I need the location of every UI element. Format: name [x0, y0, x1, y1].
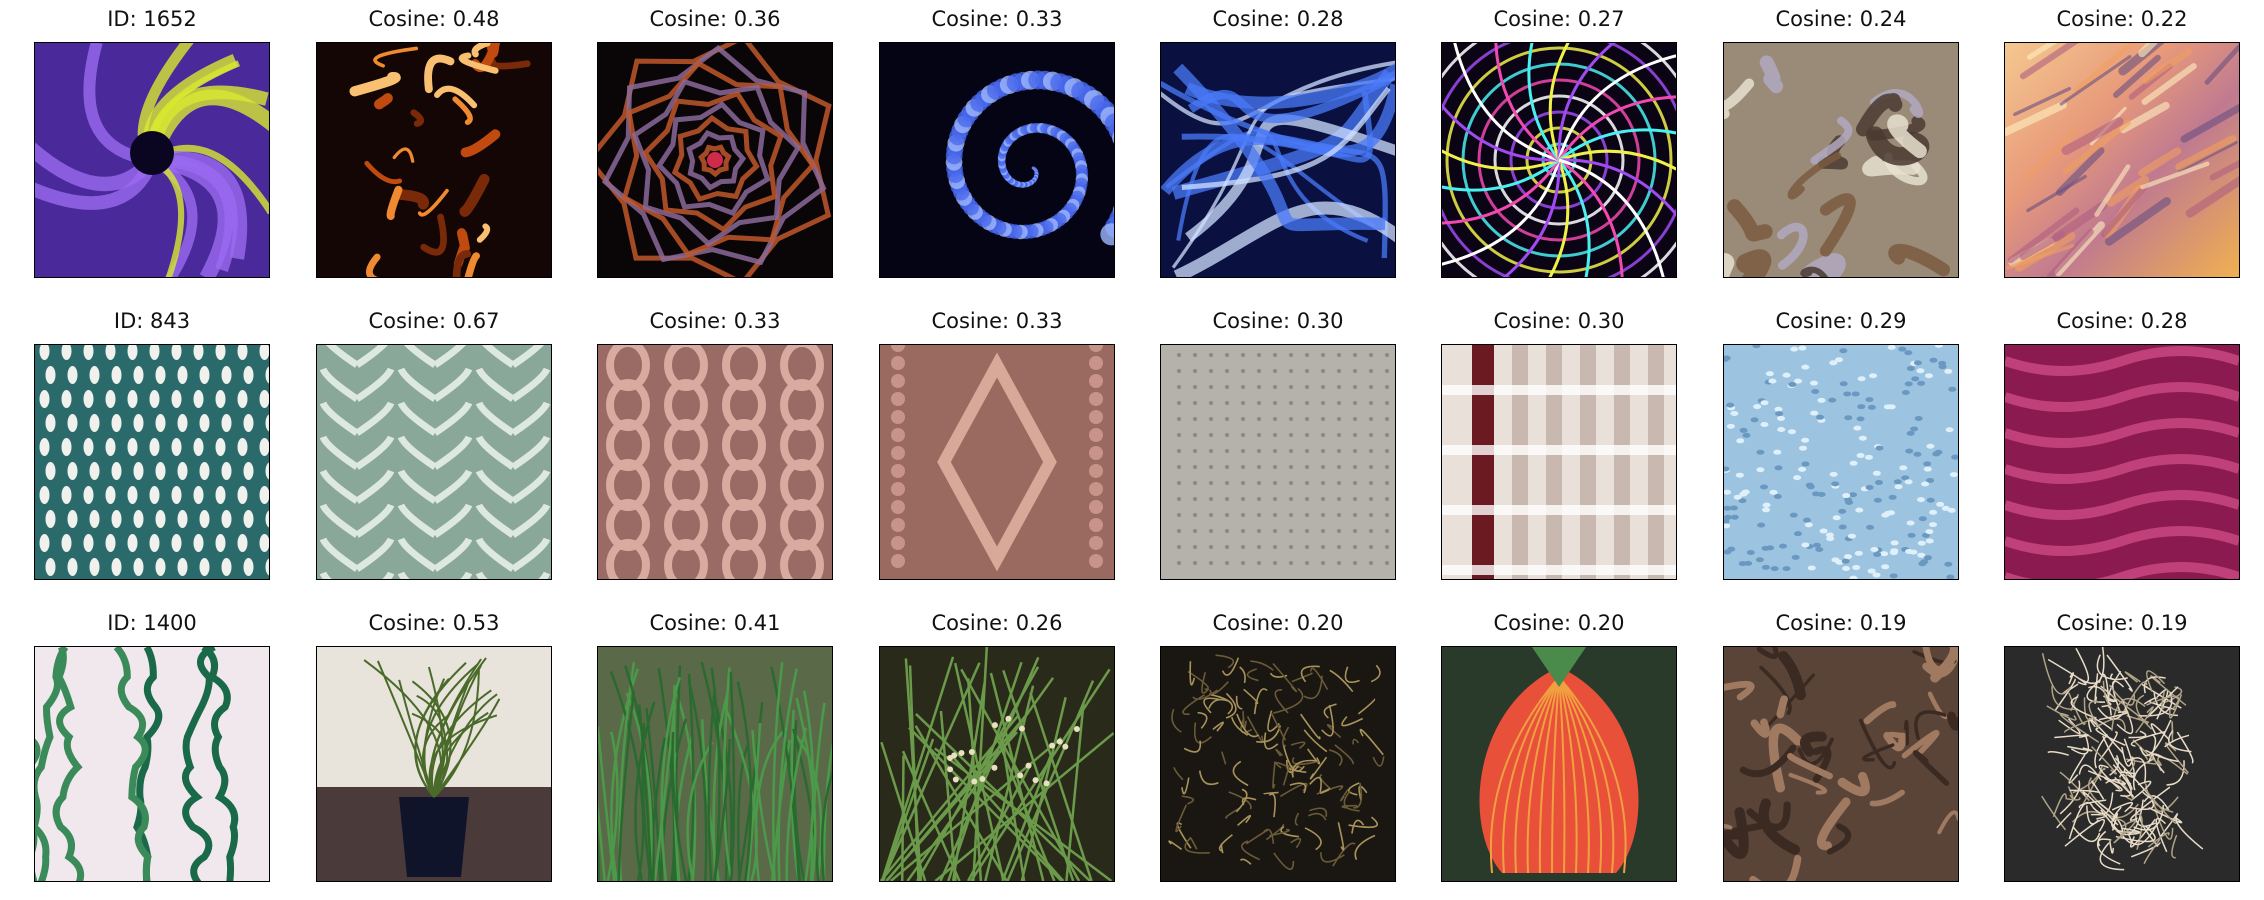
curly-green-stems-picture	[35, 647, 269, 881]
cosine-score-label: Cosine: 0.33	[931, 309, 1063, 333]
cosine-score-label: Cosine: 0.28	[2056, 309, 2188, 333]
cosine-score-label: Cosine: 0.24	[1775, 7, 1907, 31]
result-image-panel: Cosine: 0.30	[1160, 306, 1396, 580]
sunset-streak-clouds-picture	[2005, 43, 2239, 277]
result-image-panel: Cosine: 0.27	[1441, 4, 1677, 278]
orange-fiery-fractal-picture	[317, 43, 551, 277]
cosine-score-label: Cosine: 0.29	[1775, 309, 1907, 333]
rush-flowers-in-grass-picture	[880, 647, 1114, 881]
psychedelic-spiral-web-image	[1441, 42, 1677, 278]
cosine-score-label: Cosine: 0.33	[931, 7, 1063, 31]
cosine-score-label: Cosine: 0.26	[931, 611, 1063, 635]
light-blue-knit-picture	[1724, 345, 1958, 579]
dried-root-mass-picture	[1161, 647, 1395, 881]
result-image-panel: Cosine: 0.33	[879, 306, 1115, 580]
result-image-panel: Cosine: 0.29	[1723, 306, 1959, 580]
potted-corkscrew-rush-image	[316, 646, 552, 882]
cosine-score-label: Cosine: 0.53	[368, 611, 500, 635]
dried-root-mass-image	[1160, 646, 1396, 882]
cosine-score-label: Cosine: 0.41	[649, 611, 781, 635]
green-rush-grass-clump-image	[597, 646, 833, 882]
result-image-panel: Cosine: 0.26	[879, 608, 1115, 882]
pink-cable-knit-picture	[598, 345, 832, 579]
pale-green-leaf-lace-knit-picture	[317, 345, 551, 579]
pink-diamond-cable-knit-image	[879, 344, 1115, 580]
white-root-ball-picture	[2005, 647, 2239, 881]
dark-star-tunnel-picture	[598, 43, 832, 277]
white-maroon-woven-fabric-picture	[1442, 345, 1676, 579]
query-image-panel: ID: 1652	[34, 4, 270, 278]
magenta-textured-knit-image	[2004, 344, 2240, 580]
result-image-panel: Cosine: 0.19	[2004, 608, 2240, 882]
white-maroon-woven-fabric-image	[1441, 344, 1677, 580]
cosine-score-label: Cosine: 0.20	[1212, 611, 1344, 635]
sunset-streak-clouds-image	[2004, 42, 2240, 278]
result-image-panel: Cosine: 0.48	[316, 4, 552, 278]
marbled-swirl-texture-image	[1723, 42, 1959, 278]
purple-yellow-fractal-image	[34, 42, 270, 278]
result-image-panel: Cosine: 0.33	[597, 306, 833, 580]
red-veined-flower-bell-picture	[1442, 647, 1676, 881]
result-image-panel: Cosine: 0.30	[1441, 306, 1677, 580]
query-image-id-label: ID: 1652	[107, 7, 197, 31]
marbled-swirl-texture-picture	[1724, 43, 1958, 277]
cosine-score-label: Cosine: 0.19	[1775, 611, 1907, 635]
result-image-panel: Cosine: 0.67	[316, 306, 552, 580]
rush-flowers-in-grass-image	[879, 646, 1115, 882]
psychedelic-spiral-web-picture	[1442, 43, 1676, 277]
teal-lace-knit-image	[34, 344, 270, 580]
result-image-panel: Cosine: 0.19	[1723, 608, 1959, 882]
cosine-score-label: Cosine: 0.30	[1493, 309, 1625, 333]
magenta-textured-knit-picture	[2005, 345, 2239, 579]
orange-fiery-fractal-image	[316, 42, 552, 278]
query-image-id-label: ID: 1400	[107, 611, 197, 635]
red-veined-flower-bell-image	[1441, 646, 1677, 882]
blue-light-swirls-picture	[1161, 43, 1395, 277]
purple-yellow-fractal-picture	[35, 43, 269, 277]
dark-star-tunnel-image	[597, 42, 833, 278]
cosine-score-label: Cosine: 0.28	[1212, 7, 1344, 31]
cosine-score-label: Cosine: 0.30	[1212, 309, 1344, 333]
result-image-panel: Cosine: 0.28	[2004, 306, 2240, 580]
cosine-score-label: Cosine: 0.27	[1493, 7, 1625, 31]
result-image-panel: Cosine: 0.53	[316, 608, 552, 882]
result-image-panel: Cosine: 0.36	[597, 4, 833, 278]
result-image-panel: Cosine: 0.41	[597, 608, 833, 882]
brown-tangled-roots-image	[1723, 646, 1959, 882]
query-image-panel: ID: 843	[34, 306, 270, 580]
result-image-panel: Cosine: 0.20	[1441, 608, 1677, 882]
result-image-panel: Cosine: 0.33	[879, 4, 1115, 278]
result-image-panel: Cosine: 0.24	[1723, 4, 1959, 278]
blue-spiral-fractal-image	[879, 42, 1115, 278]
potted-corkscrew-rush-picture	[317, 647, 551, 881]
pale-green-leaf-lace-knit-image	[316, 344, 552, 580]
green-rush-grass-clump-picture	[598, 647, 832, 881]
blue-light-swirls-image	[1160, 42, 1396, 278]
cosine-score-label: Cosine: 0.22	[2056, 7, 2188, 31]
result-image-panel: Cosine: 0.28	[1160, 4, 1396, 278]
grey-lace-shawl-image	[1160, 344, 1396, 580]
light-blue-knit-image	[1723, 344, 1959, 580]
white-root-ball-image	[2004, 646, 2240, 882]
brown-tangled-roots-picture	[1724, 647, 1958, 881]
pink-diamond-cable-knit-picture	[880, 345, 1114, 579]
query-image-id-label: ID: 843	[113, 309, 191, 333]
pink-cable-knit-image	[597, 344, 833, 580]
result-image-panel: Cosine: 0.20	[1160, 608, 1396, 882]
cosine-score-label: Cosine: 0.19	[2056, 611, 2188, 635]
query-image-panel: ID: 1400	[34, 608, 270, 882]
result-image-panel: Cosine: 0.22	[2004, 4, 2240, 278]
cosine-score-label: Cosine: 0.48	[368, 7, 500, 31]
cosine-score-label: Cosine: 0.33	[649, 309, 781, 333]
blue-spiral-fractal-picture	[880, 43, 1114, 277]
teal-lace-knit-picture	[35, 345, 269, 579]
cosine-score-label: Cosine: 0.36	[649, 7, 781, 31]
cosine-score-label: Cosine: 0.20	[1493, 611, 1625, 635]
grey-lace-shawl-picture	[1161, 345, 1395, 579]
curly-green-stems-image	[34, 646, 270, 882]
cosine-score-label: Cosine: 0.67	[368, 309, 500, 333]
